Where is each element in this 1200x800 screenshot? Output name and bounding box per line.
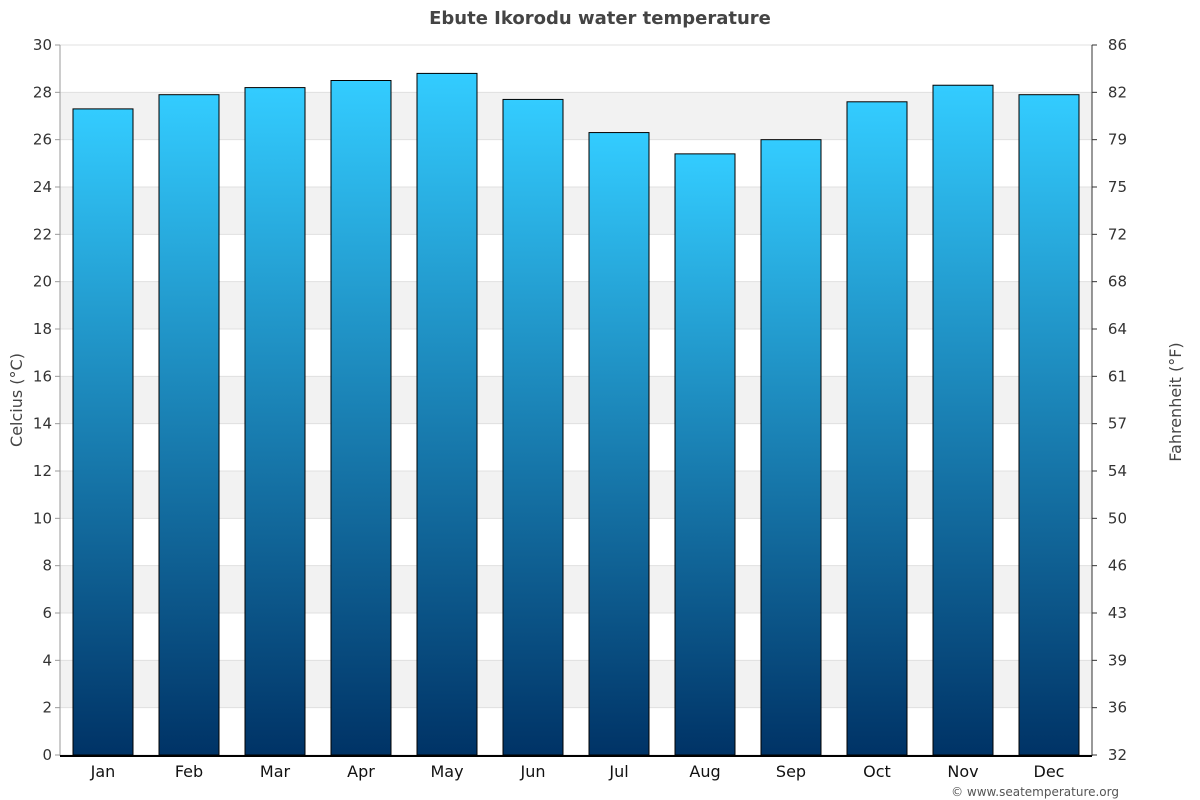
bar-aug[interactable]	[674, 153, 736, 756]
grid-band	[60, 187, 1092, 235]
y2-tick-label: 46	[1108, 557, 1127, 575]
bar-jul[interactable]	[588, 132, 650, 756]
y-tick-label: 0	[42, 746, 52, 764]
y-tick-label: 26	[33, 131, 52, 149]
grid-band	[60, 565, 1092, 613]
y2-axis-label: Fahrenheit (°F)	[1166, 342, 1185, 461]
x-tick-label: Dec	[1034, 762, 1065, 781]
x-tick-label: Mar	[260, 762, 291, 781]
y2-tick-label: 86	[1108, 36, 1127, 54]
y-tick-label: 10	[33, 509, 52, 527]
chart-title: Ebute Ikorodu water temperature	[429, 8, 771, 29]
y-tick-label: 20	[33, 273, 52, 291]
bar-may[interactable]	[416, 72, 478, 756]
x-tick-label: Jun	[520, 762, 546, 781]
y2-tick-label: 64	[1108, 320, 1127, 338]
x-tick-label: Jan	[90, 762, 116, 781]
credit-text: © www.seatemperature.org	[951, 785, 1119, 799]
y-tick-label: 6	[42, 604, 52, 622]
y-tick-label: 4	[42, 651, 52, 669]
y2-tick-label: 61	[1108, 367, 1127, 385]
x-tick-label: Sep	[776, 762, 806, 781]
bar-oct[interactable]	[846, 101, 908, 756]
bar-nov[interactable]	[932, 84, 994, 756]
grid-band	[60, 376, 1092, 424]
y-tick-label: 16	[33, 367, 52, 385]
y2-tick-label: 72	[1108, 225, 1127, 243]
y2-tick-label: 75	[1108, 178, 1127, 196]
bar-mar[interactable]	[244, 87, 306, 756]
bar-feb[interactable]	[158, 94, 220, 756]
y2-tick-label: 39	[1108, 651, 1127, 669]
x-tick-label: May	[430, 762, 463, 781]
y-tick-label: 14	[33, 415, 52, 433]
y-axis-label: Celcius (°C)	[7, 353, 26, 447]
y-tick-label: 24	[33, 178, 52, 196]
y-tick-label: 18	[33, 320, 52, 338]
grid-band	[60, 281, 1092, 329]
y-tick-label: 28	[33, 83, 52, 101]
y-tick-label: 22	[33, 225, 52, 243]
x-tick-label: Nov	[947, 762, 978, 781]
y2-tick-label: 32	[1108, 746, 1127, 764]
grid-band	[60, 471, 1092, 519]
bar-sep[interactable]	[760, 139, 822, 756]
y2-tick-label: 82	[1108, 83, 1127, 101]
bar-jan[interactable]	[72, 108, 134, 756]
y2-tick-label: 68	[1108, 273, 1127, 291]
grid-band	[60, 92, 1092, 140]
y-tick-label: 30	[33, 36, 52, 54]
x-tick-label: Oct	[863, 762, 891, 781]
y2-tick-label: 36	[1108, 699, 1127, 717]
bar-apr[interactable]	[330, 80, 392, 756]
x-tick-label: Apr	[347, 762, 375, 781]
bar-jun[interactable]	[502, 98, 564, 756]
y-tick-label: 12	[33, 462, 52, 480]
y2-tick-label: 50	[1108, 509, 1127, 527]
x-tick-label: Jul	[608, 762, 628, 781]
y2-tick-label: 43	[1108, 604, 1127, 622]
x-tick-label: Aug	[689, 762, 720, 781]
y-tick-label: 2	[42, 699, 52, 717]
bar-dec[interactable]	[1018, 94, 1080, 756]
y2-tick-label: 54	[1108, 462, 1127, 480]
y2-tick-label: 79	[1108, 131, 1127, 149]
x-tick-label: Feb	[175, 762, 203, 781]
grid-band	[60, 660, 1092, 708]
y2-tick-label: 57	[1108, 415, 1127, 433]
y-tick-label: 8	[42, 557, 52, 575]
